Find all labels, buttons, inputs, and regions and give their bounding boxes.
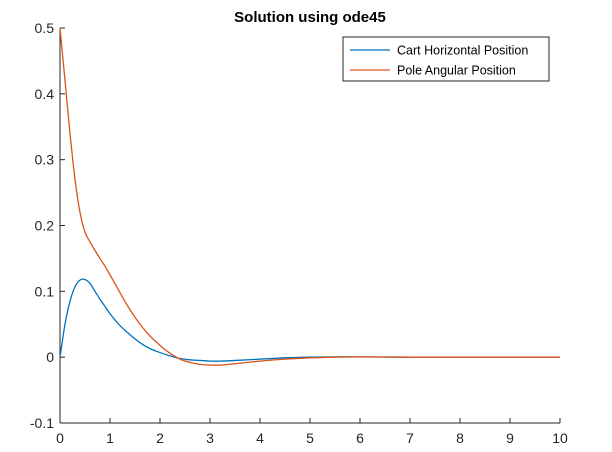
x-tick-label: 6 [356, 430, 364, 446]
x-tick-label: 8 [456, 430, 464, 446]
x-tick-label: 3 [206, 430, 214, 446]
x-tick-label: 4 [256, 430, 264, 446]
legend: Cart Horizontal Position Pole Angular Po… [342, 36, 550, 82]
y-tick-label: -0.1 [30, 415, 54, 431]
y-tick-label: 0 [46, 349, 54, 365]
legend-label-pole-angular-position: Pole Angular Position [397, 64, 516, 78]
x-tick-label: 9 [506, 430, 514, 446]
y-tick-label: 0.3 [35, 152, 55, 168]
y-tick-label: 0.5 [35, 20, 55, 36]
x-tick-label: 0 [56, 430, 64, 446]
chart-title: Solution using ode45 [234, 9, 386, 26]
x-tick-label: 2 [156, 430, 164, 446]
y-tick-label: 0.1 [35, 283, 55, 299]
plot-area [60, 28, 560, 423]
legend-label-cart-horizontal-position: Cart Horizontal Position [397, 44, 528, 58]
x-tick-label: 5 [306, 430, 314, 446]
series-layer [59, 27, 560, 366]
x-tick-label: 1 [106, 430, 114, 446]
y-axis-ticks: -0.1 0 0.1 0.2 0.3 0.4 0.5 [30, 20, 65, 431]
series-line-pole-angular-position [59, 27, 560, 366]
y-tick-label: 0.4 [35, 86, 55, 102]
x-tick-label: 7 [406, 430, 414, 446]
x-tick-label: 10 [552, 430, 568, 446]
y-tick-label: 0.2 [35, 218, 55, 234]
x-axis-ticks: 0 1 2 3 4 5 6 7 8 9 10 [56, 418, 568, 446]
legend-box [342, 36, 550, 82]
